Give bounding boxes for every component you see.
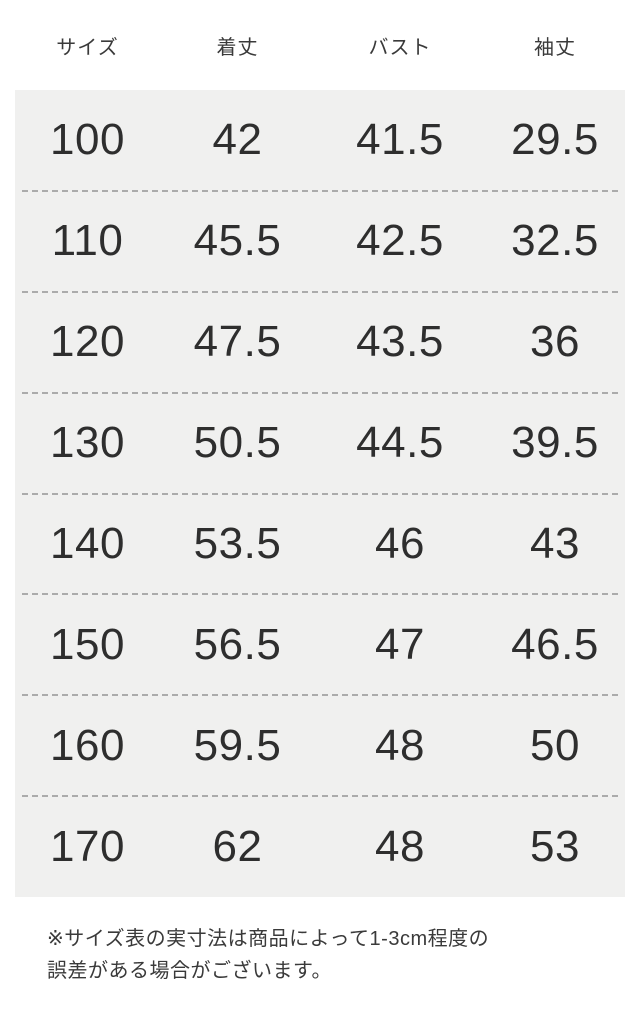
table-cell: 62 <box>212 821 263 871</box>
table-cell: 48 <box>375 821 425 871</box>
table-cell: 43.5 <box>356 317 444 367</box>
table-cell-size: 160 <box>50 720 125 770</box>
table-cell: 46 <box>375 518 425 568</box>
table-cell: 29.5 <box>511 115 599 165</box>
table-row: 110 45.5 42.5 32.5 <box>15 191 625 293</box>
table-cell: 53 <box>530 821 580 871</box>
table-cell-size: 130 <box>50 418 125 468</box>
table-row: 150 56.5 47 46.5 <box>15 594 625 697</box>
table-cell-size: 110 <box>51 216 124 266</box>
table-cell-size: 100 <box>50 115 125 165</box>
footnote: ※サイズ表の実寸法は商品によって1-3cm程度の 誤差がある場合がございます。 <box>47 923 620 987</box>
table-cell: 56.5 <box>193 619 282 669</box>
table-cell: 45.5 <box>193 216 282 266</box>
table-cell-size: 170 <box>50 821 125 871</box>
table-cell: 53.5 <box>193 518 282 568</box>
table-row: 100 42 41.5 29.5 <box>15 90 625 192</box>
table-body-panel: 100 42 41.5 29.5 110 45.5 42.5 32.5 120 47.5 43.5 3… <box>15 90 625 897</box>
table-cell: 42 <box>212 115 263 165</box>
table-cell: 48 <box>375 720 425 770</box>
table-row: 130 50.5 44.5 39.5 <box>15 393 625 495</box>
table-cell-size: 150 <box>50 619 125 669</box>
column-header-sleeve-length: 袖丈 <box>534 37 576 59</box>
column-header-bust: バスト <box>368 37 432 59</box>
table-cell: 44.5 <box>356 418 444 468</box>
footnote-line-1: ※サイズ表の実寸法は商品によって1-3cm程度の <box>47 928 490 950</box>
table-cell: 39.5 <box>511 418 599 468</box>
table-cell: 50.5 <box>193 418 282 468</box>
table-row: 120 47.5 43.5 36 <box>15 292 625 394</box>
table-cell: 36 <box>530 317 580 367</box>
column-header-body-length: 着丈 <box>216 37 259 59</box>
table-cell: 32.5 <box>511 216 599 266</box>
table-header-row: サイズ 着丈 バスト 袖丈 <box>15 0 625 60</box>
table-cell: 43 <box>530 518 580 568</box>
table-cell: 42.5 <box>356 216 444 266</box>
table-cell: 59.5 <box>193 720 282 770</box>
table-cell: 47 <box>375 619 425 669</box>
column-header-size: サイズ <box>56 37 119 59</box>
table-row: 140 53.5 46 43 <box>15 494 625 596</box>
table-cell: 41.5 <box>356 115 444 165</box>
table-row: 160 59.5 48 50 <box>15 695 625 797</box>
table-cell-size: 120 <box>50 317 125 367</box>
table-cell-size: 140 <box>50 518 125 568</box>
table-cell: 50 <box>530 720 580 770</box>
footnote-line-2: 誤差がある場合がございます。 <box>47 960 332 982</box>
table-cell: 47.5 <box>193 317 282 367</box>
table-cell: 46.5 <box>511 619 599 669</box>
table-row: 170 62 48 53 <box>15 796 625 897</box>
